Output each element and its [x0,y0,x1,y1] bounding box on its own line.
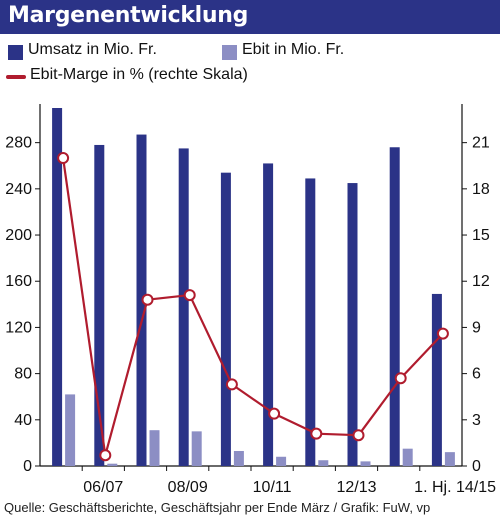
bar-umsatz [431,293,442,466]
marge-point [141,293,154,306]
marge-point [99,449,112,462]
chart-title: Margenentwicklung [8,3,249,28]
bar-umsatz [52,108,63,466]
bar-ebit [65,394,76,466]
bar-ebit [360,461,371,466]
y-right-tick-label: 21 [472,135,490,152]
y-left-tick-label: 200 [5,227,32,244]
y-left-tick-label: 160 [5,273,32,290]
x-tick-label: 1. Hj. 14/15 [414,479,496,496]
bar-umsatz [136,134,147,467]
legend-label-marge: Ebit-Marge in % (rechte Skala) [30,66,248,83]
y-left-tick-label: 0 [23,458,32,475]
legend-label-ebit: Ebit in Mio. Fr. [242,41,345,58]
bar-ebit [276,456,287,466]
bar-ebit [149,430,160,466]
bar-umsatz [178,148,189,466]
bar-ebit [107,463,118,466]
y-left-tick-label: 80 [14,366,32,383]
marge-point [57,152,70,165]
marge-line [62,157,444,457]
bar-ebit [318,460,329,466]
bar-ebit [233,450,244,466]
y-right-tick-label: 3 [472,412,481,429]
marge-point [352,429,365,442]
y-right-tick-label: 15 [472,227,490,244]
title-bar: Margenentwicklung [0,0,500,34]
marge-point [225,378,238,391]
x-tick-label: 06/07 [83,479,123,496]
x-tick-label: 10/11 [253,479,292,496]
y-right-tick-label: 6 [472,366,481,383]
bar-umsatz [220,172,231,466]
marge-point [310,427,323,440]
bar-umsatz [263,163,274,466]
y-right-tick-label: 0 [472,458,481,475]
x-tick-label: 12/13 [336,479,376,496]
marge-point [394,372,407,385]
bar-umsatz [94,144,105,466]
legend-line-marge [6,75,26,79]
y-left-tick-label: 40 [14,412,32,429]
bar-umsatz [305,178,316,466]
bar-ebit [191,431,202,466]
bar-umsatz [389,147,400,466]
bar-ebit [402,448,413,466]
legend-label-umsatz: Umsatz in Mio. Fr. [28,41,157,58]
y-right-tick-label: 18 [472,181,490,198]
legend-swatch-umsatz [8,45,23,60]
y-left-tick-label: 120 [5,319,32,336]
bar-ebit [444,452,455,466]
marge-point [183,289,196,302]
x-tick-label: 08/09 [168,479,208,496]
marge-point [436,327,449,340]
source-note: Quelle: Geschäftsberichte, Geschäftsjahr… [4,500,431,515]
legend-swatch-ebit [222,45,237,60]
y-right-tick-label: 12 [472,273,490,290]
marge-point [268,407,281,420]
y-right-tick-label: 9 [472,319,481,336]
legend: Umsatz in Mio. Fr. Ebit in Mio. Fr. Ebit… [0,36,500,96]
chart-area: 0 40 80 120 160 200 240 280 0 3 6 9 12 15 18 21 06/07 08/… [5,104,496,496]
bar-umsatz [347,183,358,466]
y-left-tick-label: 240 [5,181,32,198]
y-left-tick-label: 280 [5,135,32,152]
